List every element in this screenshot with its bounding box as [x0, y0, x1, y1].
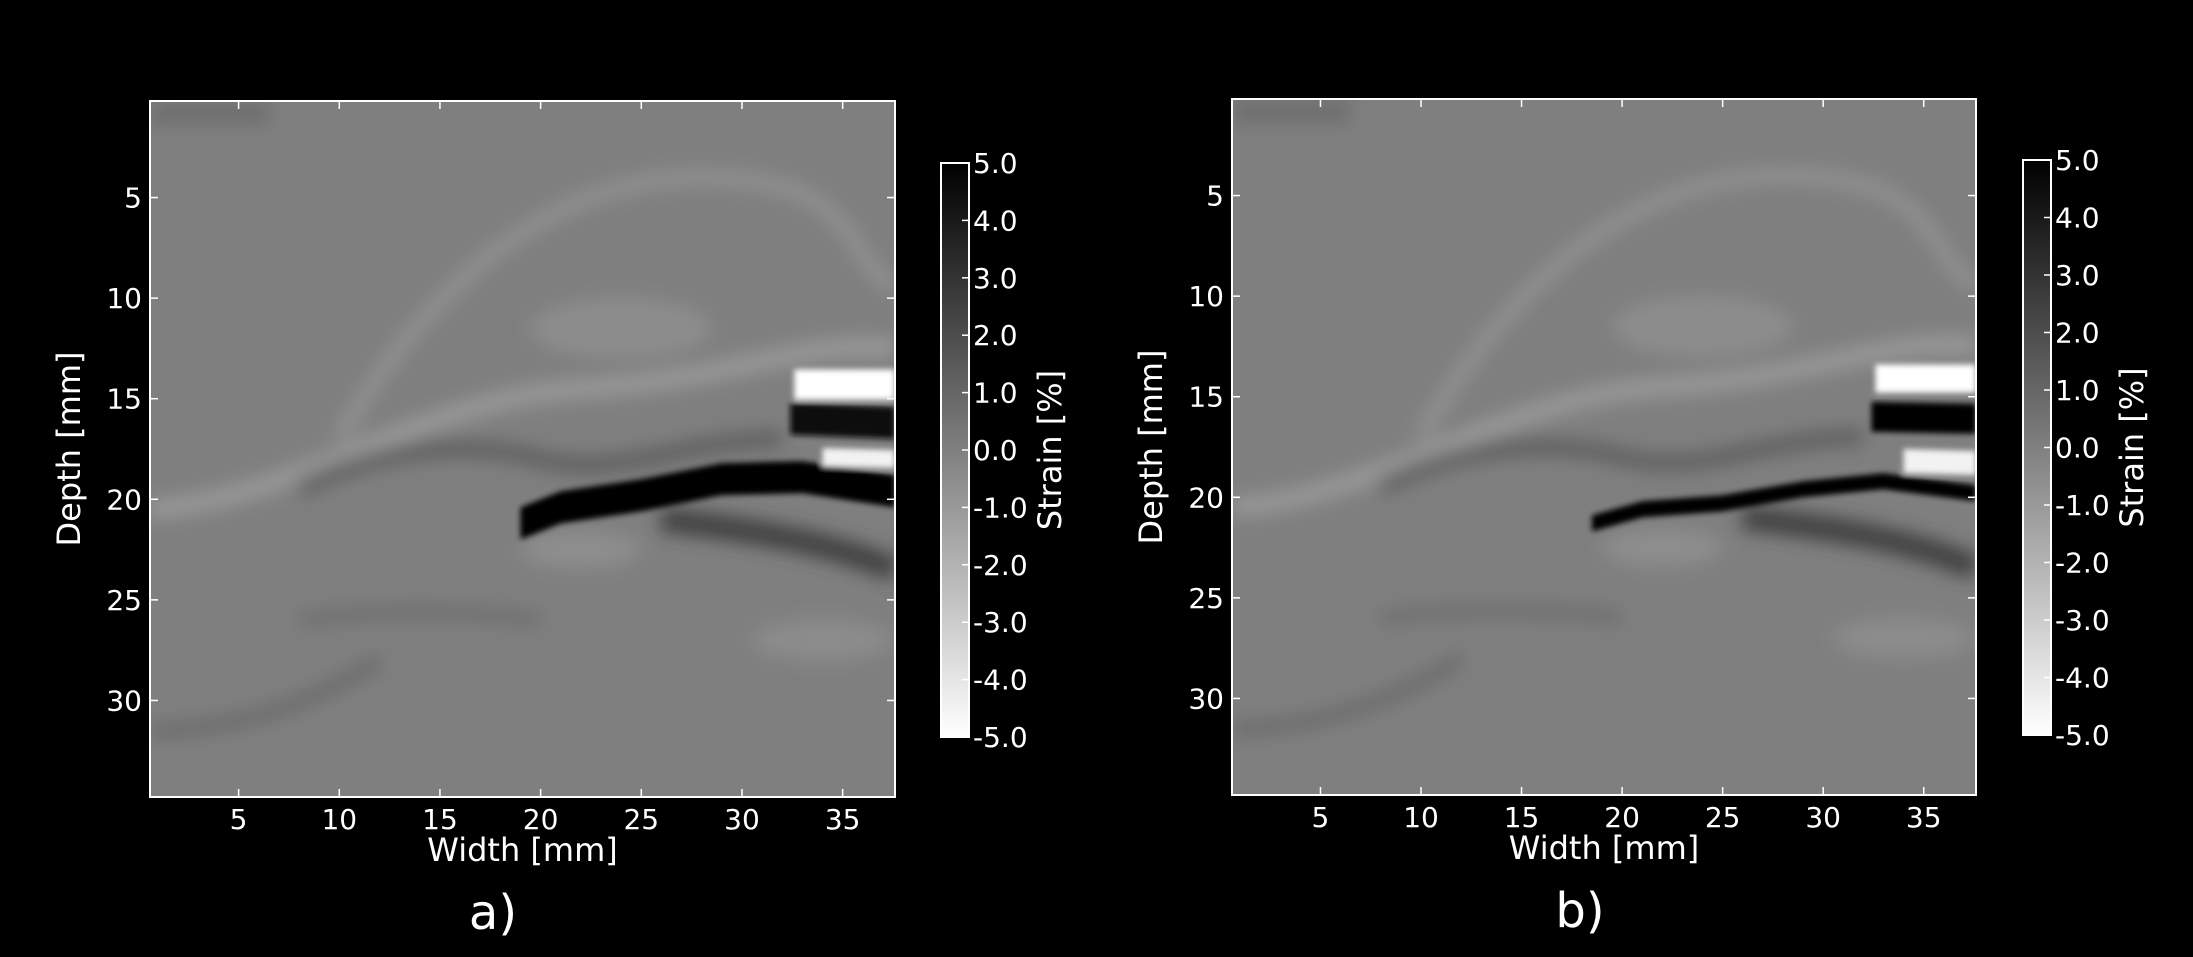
y-tick-label: 20 — [106, 483, 142, 516]
x-tick-label: 15 — [422, 803, 458, 836]
strain-band-black-band-upper — [1871, 401, 1976, 434]
texture-dark-arc — [1379, 603, 1623, 625]
y-axis-label: Depth [mm] — [50, 352, 88, 547]
heatmap-bands — [520, 369, 895, 540]
strain-band-black-band-main — [520, 461, 895, 540]
texture-dark-arc — [150, 654, 384, 738]
colorbar-tick-label: 3.0 — [973, 262, 1018, 295]
strain-band-black-band-main — [1591, 473, 1976, 532]
heatmap-bands — [1591, 364, 1976, 532]
plot-frame — [149, 100, 896, 798]
y-tick-label: 25 — [106, 584, 142, 617]
y-tick-label: 5 — [124, 182, 142, 215]
texture-corner-patch — [1232, 99, 1351, 124]
texture-dark-arc — [1232, 652, 1466, 736]
strain-band-white-band-lower — [1903, 449, 1976, 476]
texture-dark-arc — [659, 507, 895, 581]
y-axis-label: Depth [mm] — [1132, 350, 1170, 545]
x-axis-label: Width [mm] — [427, 831, 617, 869]
texture-light-arc — [333, 170, 895, 443]
colorbar-tick-label: -2.0 — [973, 549, 1028, 582]
colorbar-tick-label: -1.0 — [973, 491, 1028, 524]
strain-band-white-band-upper — [1875, 364, 1976, 393]
y-tick-label: 15 — [106, 383, 142, 416]
texture-light-arc — [1232, 335, 1976, 517]
colorbar: 5.0 4.0 3.0 2.0 1.0 0.0 -1.0 -2.0 -3.0 -4.0 -5.0 St… — [2022, 144, 2151, 752]
texture-light-patch — [1612, 296, 1793, 357]
colorbar-tick-label: 4.0 — [973, 204, 1018, 237]
x-tick-label: 20 — [523, 803, 559, 836]
x-tick-label: 30 — [1805, 801, 1841, 834]
colorbar-tick-label: -4.0 — [2055, 662, 2110, 695]
x-tick-label: 35 — [825, 803, 861, 836]
colorbar-tick-label: -5.0 — [973, 721, 1028, 754]
texture-dark-arc — [295, 430, 783, 497]
y-tick-label: 25 — [1188, 582, 1224, 615]
colorbar-tick-label: 3.0 — [2055, 259, 2100, 292]
y-tick-label: 30 — [106, 684, 142, 717]
heatmap-texture — [1232, 99, 1976, 736]
texture-light-patch — [1602, 529, 1723, 566]
strain-band-white-band-upper — [794, 369, 895, 400]
colorbar-tick-label: 1.0 — [973, 377, 1018, 410]
colorbar-tick-label: 2.0 — [2055, 317, 2100, 350]
plot-area — [1232, 99, 1976, 795]
colorbar-tick-label: -4.0 — [973, 664, 1028, 697]
colorbar-tick-label: -3.0 — [2055, 604, 2110, 637]
y-tick-label: 30 — [1188, 682, 1224, 715]
colorbar-tick-label: 5.0 — [2055, 144, 2100, 177]
panel-b: 5 10 15 20 25 30 35 5 10 15 20 25 30 Width [mm] Depth … — [1132, 98, 2151, 939]
texture-light-arc — [1414, 168, 1976, 441]
y-tick-label: 5 — [1206, 180, 1224, 213]
texture-corner-patch — [150, 101, 269, 126]
texture-light-arc — [150, 337, 895, 519]
colorbar-tick-label: 2.0 — [973, 319, 1018, 352]
colorbar-tick-label: 4.0 — [2055, 202, 2100, 235]
strain-band-black-band-upper — [790, 402, 895, 439]
panel-a: 5 10 15 20 25 30 35 5 10 15 20 25 30 Width [mm] Depth … — [50, 100, 1069, 941]
plot-area — [150, 101, 895, 797]
panel-label: a) — [469, 885, 517, 941]
y-tick-label: 15 — [1188, 381, 1224, 414]
x-tick-label: 25 — [1705, 801, 1741, 834]
y-tick-label: 10 — [1188, 280, 1224, 313]
plot-frame — [1231, 98, 1977, 796]
colorbar-tick-label: -3.0 — [973, 606, 1028, 639]
x-tick-label: 10 — [1403, 801, 1439, 834]
colorbar-tick-label: 1.0 — [2055, 374, 2100, 407]
x-tick-label: 15 — [1504, 801, 1540, 834]
texture-light-patch — [531, 298, 712, 359]
x-tick-label: 25 — [623, 803, 659, 836]
x-tick-label: 30 — [724, 803, 760, 836]
texture-light-patch — [520, 531, 641, 568]
colorbar-tick-label: -1.0 — [2055, 489, 2110, 522]
colorbar-tick-label: -5.0 — [2055, 719, 2110, 752]
x-tick-label: 5 — [230, 803, 248, 836]
texture-light-patch — [1833, 618, 1974, 659]
colorbar-tick-label: 0.0 — [973, 434, 1018, 467]
colorbar-label: Strain [%] — [1031, 370, 1069, 530]
colorbar-tick-label: -2.0 — [2055, 547, 2110, 580]
colorbar-label: Strain [%] — [2113, 367, 2151, 527]
colorbar-tick-label: 5.0 — [973, 147, 1018, 180]
texture-dark-arc — [1741, 505, 1976, 579]
x-tick-label: 20 — [1604, 801, 1640, 834]
texture-light-patch — [752, 620, 893, 661]
panel-label: b) — [1555, 883, 1604, 939]
x-tick-label: 10 — [321, 803, 357, 836]
y-tick-label: 20 — [1188, 481, 1224, 514]
x-tick-label: 35 — [1906, 801, 1942, 834]
x-axis-label: Width [mm] — [1509, 829, 1699, 867]
colorbar: 5.0 4.0 3.0 2.0 1.0 0.0 -1.0 -2.0 -3.0 -4.0 -5.0 St… — [940, 147, 1069, 754]
x-tick-label: 5 — [1312, 801, 1330, 834]
texture-dark-arc — [1377, 428, 1864, 495]
heatmap-texture — [150, 101, 895, 738]
strain-band-white-band-lower — [822, 447, 895, 469]
colorbar-tick-label: 0.0 — [2055, 432, 2100, 465]
y-tick-label: 10 — [106, 282, 142, 315]
texture-dark-arc — [298, 605, 542, 627]
